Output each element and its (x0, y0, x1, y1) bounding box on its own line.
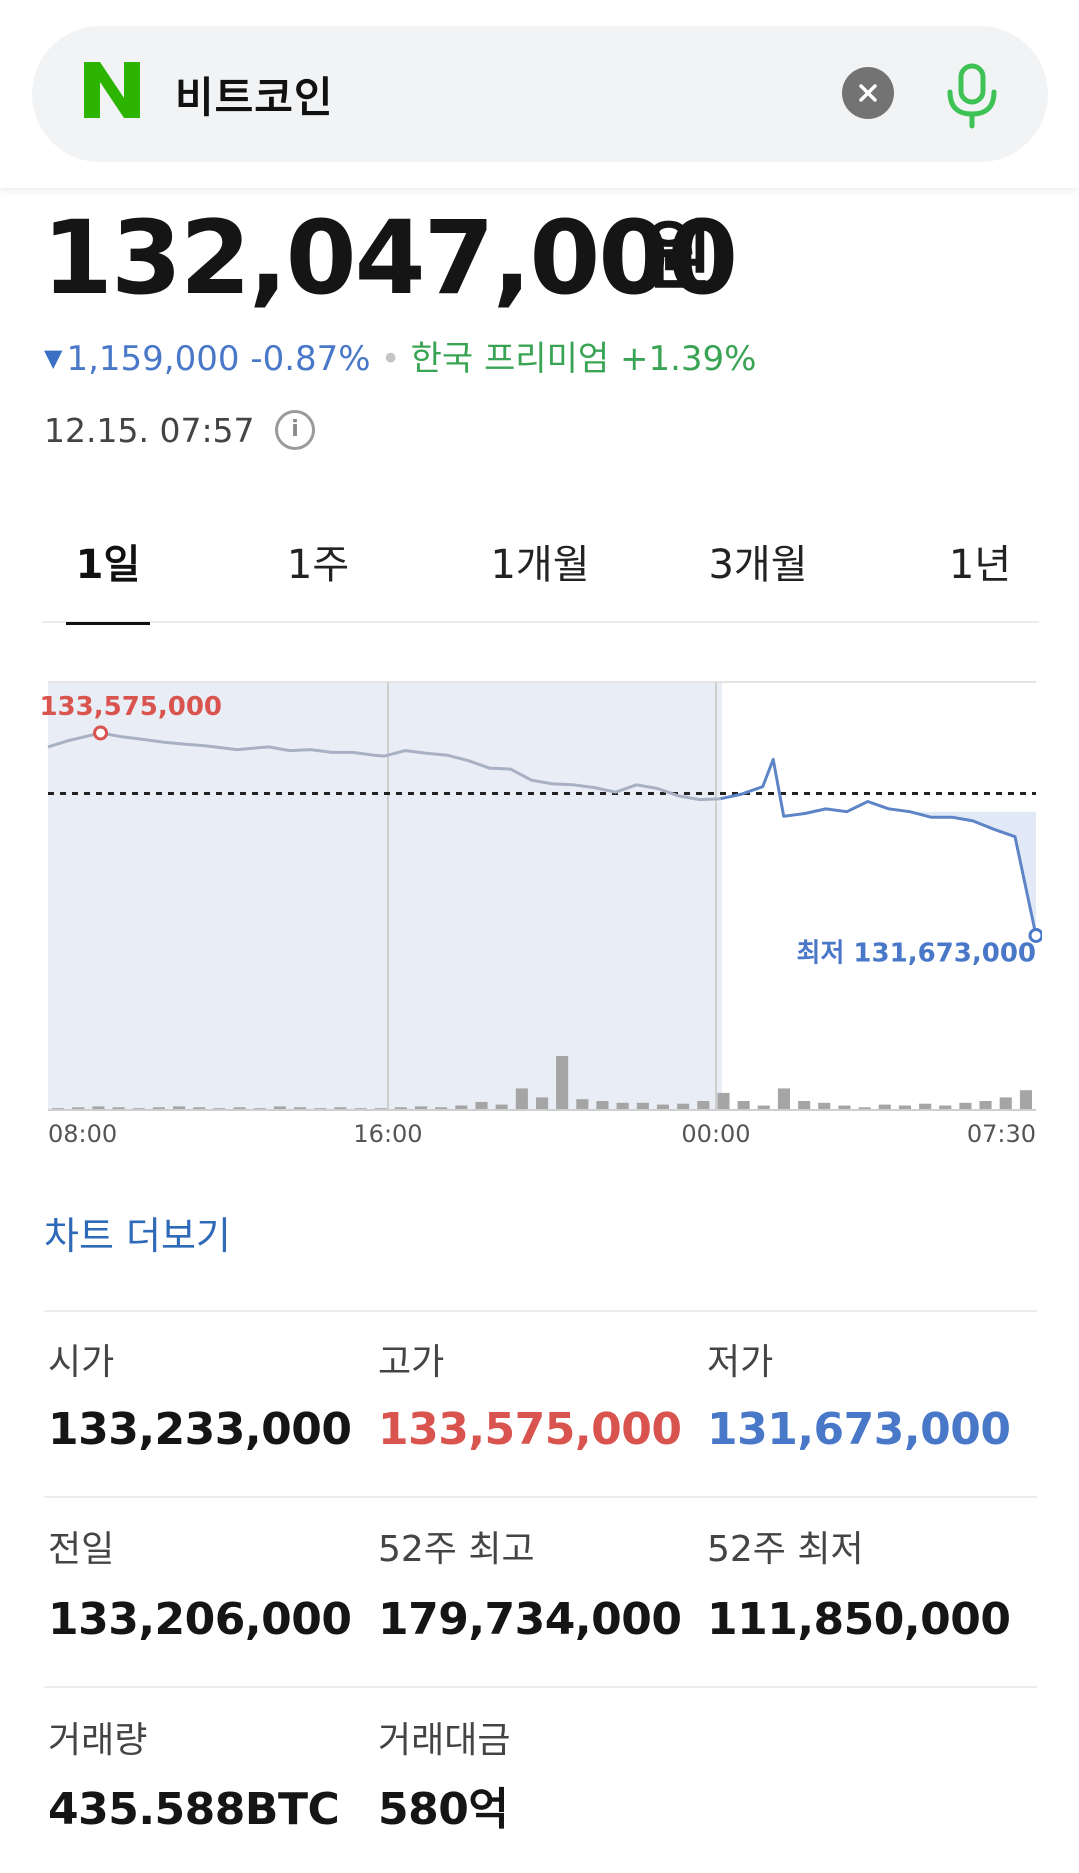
stat-52w-low-label: 52주 최저 (707, 1529, 864, 1570)
naver-logo-icon[interactable] (82, 60, 142, 120)
price-line-recent (720, 757, 1038, 936)
high-marker (93, 725, 109, 741)
search-header: 비트코인 (0, 0, 1079, 188)
stat-turnover-label: 거래대금 (378, 1720, 511, 1761)
volume-bar (656, 1104, 669, 1110)
separator-dot: • (380, 339, 401, 379)
stat-volume-label: 거래량 (48, 1720, 148, 1761)
volume-bar (939, 1105, 952, 1110)
volume-bar (858, 1107, 871, 1110)
volume-bar (737, 1101, 750, 1110)
tab-1year[interactable]: 1년 (948, 542, 1012, 588)
stat-turnover-value: 580억 (378, 1784, 509, 1835)
stat-low-value: 131,673,000 (707, 1404, 1011, 1455)
stat-open-label: 시가 (48, 1342, 115, 1383)
volume-bar (979, 1101, 992, 1110)
more-chart-link[interactable]: 차트 더보기 (44, 1214, 231, 1258)
stat-volume-value: 435.588BTC (48, 1784, 340, 1835)
volume-bar (233, 1107, 246, 1110)
quote-timestamp: 12.15. 07:57 (44, 411, 255, 450)
stat-prev-close-label: 전일 (48, 1529, 115, 1570)
volume-bar (919, 1103, 932, 1110)
price-line-past (47, 731, 721, 802)
price-change: 1,159,000 -0.87% (66, 339, 371, 379)
volume-bar (435, 1107, 448, 1110)
volume-bar (455, 1105, 468, 1110)
tab-1month[interactable]: 1개월 (490, 542, 590, 588)
volume-bar (898, 1105, 911, 1110)
volume-bar (616, 1102, 629, 1110)
low-label: 최저 131,673,000 (797, 938, 1036, 968)
tab-3month[interactable]: 3개월 (708, 542, 808, 588)
volume-bar (717, 1092, 730, 1110)
stat-52w-high-value: 179,734,000 (378, 1594, 682, 1645)
volume-bar (515, 1088, 528, 1110)
microphone-icon[interactable] (940, 60, 1004, 130)
x-tick-0000: 00:00 (681, 1120, 750, 1148)
volume-bar (92, 1106, 105, 1110)
tab-1week[interactable]: 1주 (286, 542, 350, 588)
stat-low-label: 저가 (707, 1342, 774, 1383)
stat-52w-high-label: 52주 최고 (378, 1529, 535, 1570)
volume-bar (636, 1102, 649, 1110)
high-label: 최고 133,575,000 (42, 692, 222, 722)
clear-search-button[interactable] (842, 67, 894, 119)
stats-divider-2 (44, 1686, 1037, 1688)
tab-1day[interactable]: 1일 (66, 535, 150, 625)
price-unit: 원 (643, 211, 713, 300)
volume-bar (394, 1107, 407, 1110)
volume-bar (556, 1056, 569, 1110)
volume-bar (415, 1106, 428, 1110)
volume-bar (596, 1101, 609, 1110)
volume-bar (576, 1099, 589, 1110)
x-tick-0800: 08:00 (48, 1120, 117, 1148)
volume-bar (536, 1097, 549, 1110)
volume-bar (838, 1105, 851, 1110)
volume-bar (294, 1107, 307, 1110)
current-price: 132,047,000 (42, 199, 738, 318)
close-icon (859, 84, 877, 102)
stat-prev-close-value: 133,206,000 (48, 1594, 352, 1645)
low-marker (1028, 927, 1042, 943)
volume-bar (273, 1106, 286, 1110)
x-tick-1600: 16:00 (353, 1120, 422, 1148)
volume-bar (193, 1107, 206, 1110)
stat-high-value: 133,575,000 (378, 1404, 682, 1455)
volume-bar (334, 1107, 347, 1110)
volume-bar (173, 1106, 186, 1110)
volume-bar (818, 1102, 831, 1110)
volume-bar (475, 1101, 488, 1110)
price-chart[interactable]: 최고 133,575,000 최저 131,673,000 08:00 16:0… (42, 670, 1042, 1150)
period-tabs: 1일 1주 1개월 3개월 1년 (42, 535, 1039, 625)
volume-bar (495, 1104, 508, 1110)
volume-bar (697, 1101, 710, 1110)
stats-divider-top (44, 1310, 1037, 1312)
volume-bar (112, 1107, 125, 1110)
volume-bar (777, 1088, 790, 1110)
volume-bar (72, 1107, 85, 1110)
recent-area-fill (909, 811, 1036, 936)
stats-divider-1 (44, 1496, 1037, 1498)
x-tick-0730: 07:30 (967, 1120, 1036, 1148)
stat-high-label: 고가 (378, 1342, 445, 1383)
volume-bar (878, 1104, 891, 1110)
volume-bar (1019, 1090, 1032, 1110)
volume-bar (757, 1105, 770, 1110)
price-change-row: ▼ 1,159,000 -0.87% • 한국 프리미엄 +1.39% (44, 342, 756, 376)
stat-open-value: 133,233,000 (48, 1404, 352, 1455)
search-query[interactable]: 비트코인 (175, 73, 334, 122)
korea-premium: 한국 프리미엄 +1.39% (410, 339, 757, 379)
down-arrow-icon: ▼ (44, 344, 63, 372)
volume-bar (798, 1101, 811, 1110)
volume-bar (152, 1107, 165, 1110)
chart-shade (48, 682, 722, 1110)
info-icon[interactable]: i (275, 410, 315, 450)
stat-52w-low-value: 111,850,000 (707, 1594, 1011, 1645)
volume-bar (999, 1097, 1012, 1110)
volume-bar (959, 1102, 972, 1110)
volume-bar (677, 1103, 690, 1110)
